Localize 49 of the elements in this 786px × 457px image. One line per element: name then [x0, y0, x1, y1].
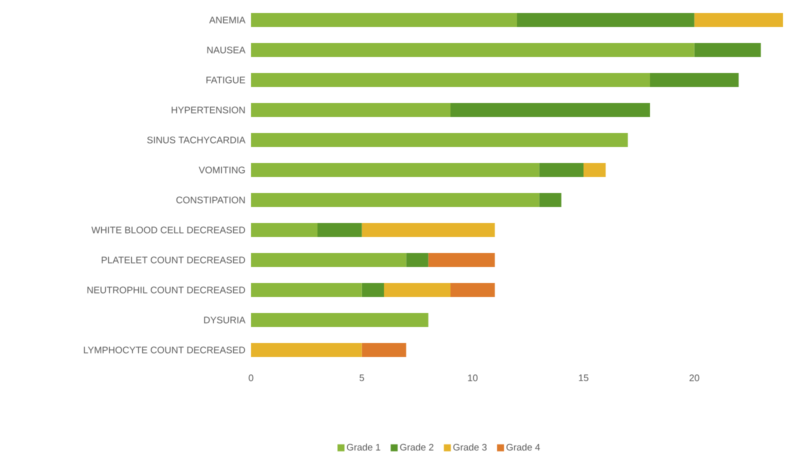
bar [384, 283, 451, 298]
bar [251, 133, 628, 148]
bar [584, 163, 606, 178]
bar [251, 313, 428, 328]
bar [517, 13, 694, 27]
x-tick-label: 0 [248, 374, 254, 382]
bar [362, 223, 495, 238]
bar [251, 73, 650, 87]
x-tick-label: 15 [578, 374, 588, 382]
x-tick-label: 10 [468, 374, 478, 382]
bar [251, 163, 540, 178]
y-tick-label: VOMITING [198, 166, 245, 174]
bar [428, 253, 495, 268]
bar [450, 103, 650, 118]
bar [450, 283, 495, 298]
legend-label: Grade 2 [400, 444, 434, 451]
bar [251, 283, 362, 298]
bar [406, 253, 428, 268]
y-tick-label: NEUTROPHIL COUNT DECREASED [87, 286, 246, 294]
y-tick-label: DYSURIA [204, 316, 246, 324]
bar [650, 73, 739, 87]
bar [362, 343, 406, 358]
y-tick-label: HYPERTENSION [172, 106, 245, 114]
y-tick-label: WHITE BLOOD CELL DECREASED [91, 226, 246, 234]
y-tick-label: ANEMIA [209, 16, 246, 24]
legend-label: Grade 1 [346, 444, 380, 451]
legend-label: Grade 4 [506, 444, 540, 451]
bar [251, 343, 362, 358]
bar [694, 43, 761, 57]
x-tick-label: 5 [360, 374, 364, 382]
bar [539, 193, 562, 208]
y-tick-label: CONSTIPATION [176, 196, 245, 204]
bar [694, 13, 784, 27]
bar [251, 13, 518, 27]
bar [251, 223, 318, 238]
bar [251, 103, 451, 118]
bar [362, 283, 384, 298]
y-tick-label: PLATELET COUNT DECREASED [102, 256, 246, 264]
y-tick-label: LYMPHOCYTE COUNT DECREASED [84, 346, 246, 354]
bar [318, 223, 362, 238]
y-tick-label: NAUSEA [207, 46, 246, 54]
bar [539, 163, 584, 178]
bar [251, 193, 540, 208]
bar [251, 253, 406, 268]
y-tick-label: SINUS TACHYCARDIA [147, 136, 246, 144]
bar [251, 43, 694, 57]
x-tick-label: 20 [690, 374, 700, 382]
y-tick-label: FATIGUE [206, 76, 246, 84]
legend-label: Grade 3 [453, 444, 487, 451]
